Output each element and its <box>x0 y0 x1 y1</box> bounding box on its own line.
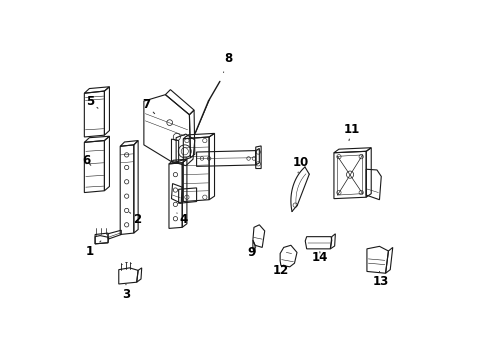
Text: 10: 10 <box>293 156 309 173</box>
Text: 6: 6 <box>82 154 91 167</box>
Text: 3: 3 <box>122 284 130 301</box>
Text: 7: 7 <box>142 98 155 114</box>
Text: 8: 8 <box>223 52 233 72</box>
Text: 1: 1 <box>86 241 101 258</box>
Text: 11: 11 <box>344 123 360 140</box>
Text: 13: 13 <box>372 271 389 288</box>
Text: 14: 14 <box>312 251 328 264</box>
Text: 12: 12 <box>273 264 289 277</box>
Text: 5: 5 <box>86 95 98 108</box>
Text: 2: 2 <box>129 212 142 226</box>
Text: 4: 4 <box>177 213 188 226</box>
Text: 9: 9 <box>247 246 256 259</box>
